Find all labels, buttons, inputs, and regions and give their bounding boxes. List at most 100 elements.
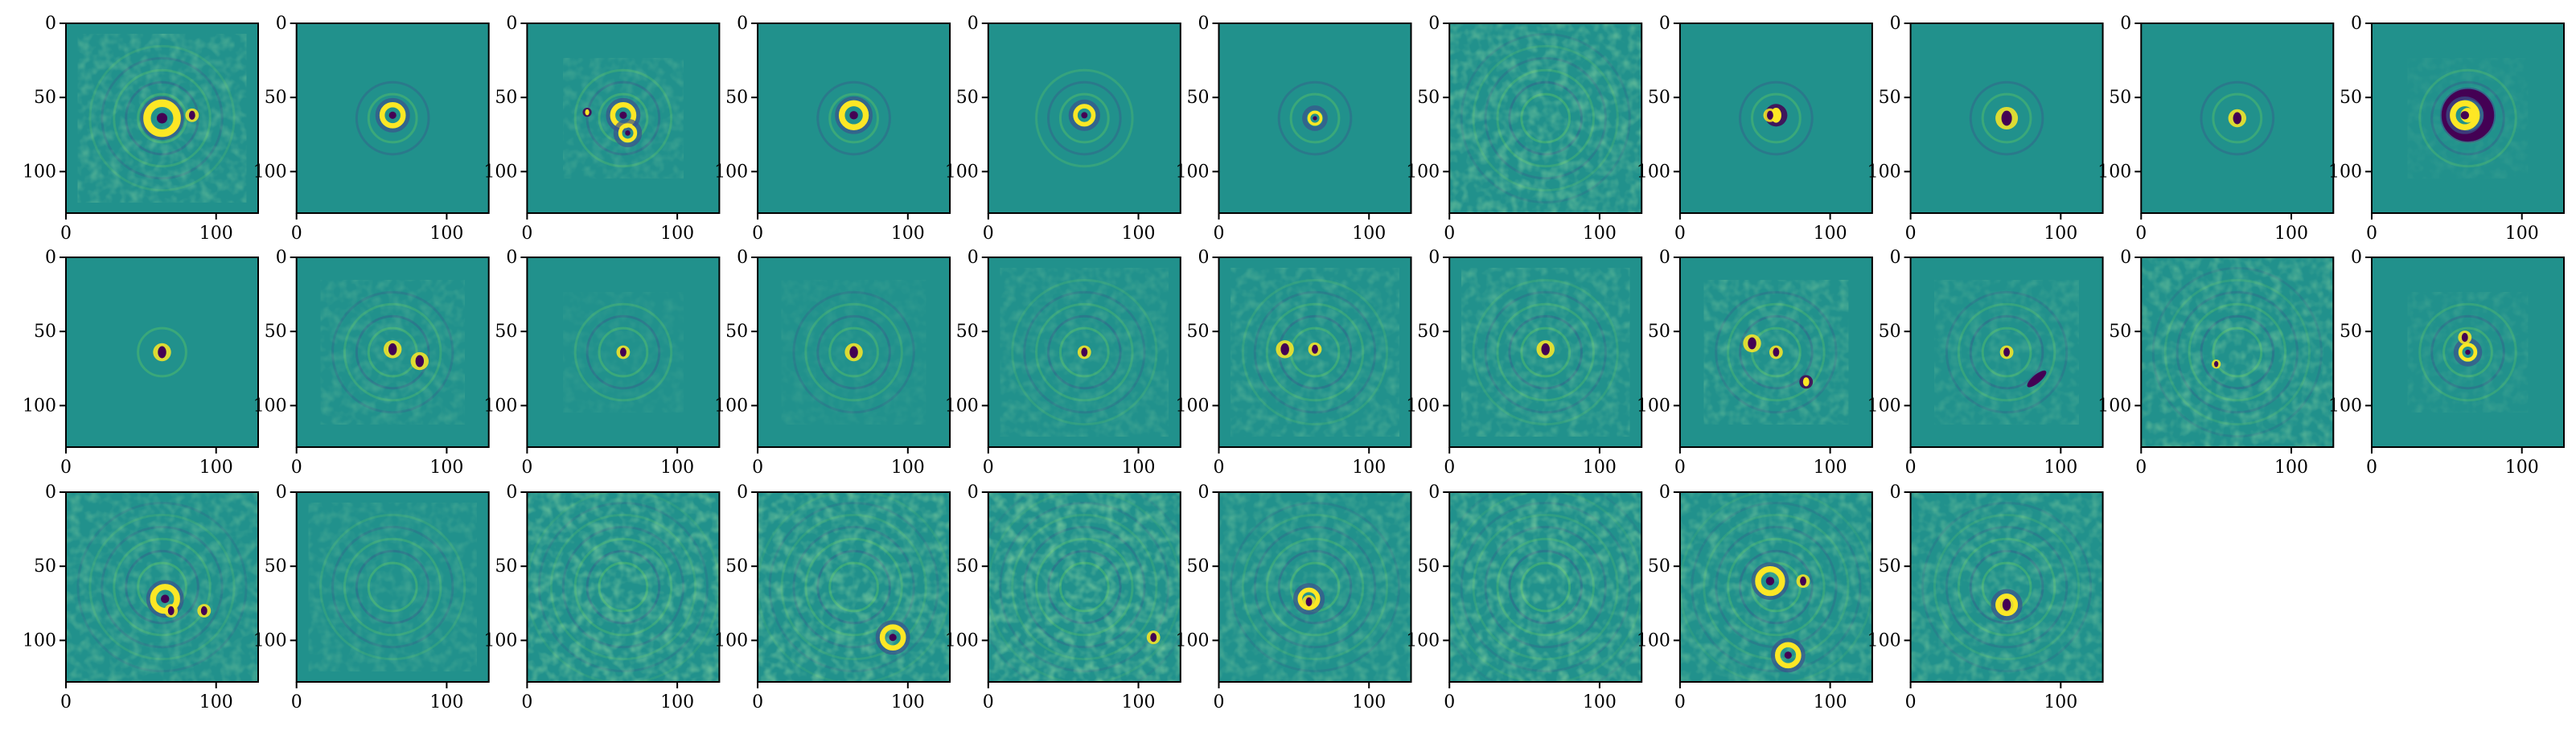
heatmap-panel: 0 50 100 0 100 bbox=[1406, 482, 1643, 712]
heatmap-panel: 0 50 100 0 100 bbox=[483, 14, 721, 244]
x-tick-label: 0 bbox=[1905, 692, 1917, 712]
diffraction-ring bbox=[1289, 92, 1341, 144]
x-tick-label: 100 bbox=[199, 692, 233, 712]
y-tick-label: 50 bbox=[956, 88, 979, 108]
x-tick-label: 0 bbox=[1214, 458, 1225, 478]
diffraction-ring bbox=[367, 92, 418, 144]
y-tick-label: 0 bbox=[737, 248, 748, 268]
feature-core bbox=[1081, 112, 1088, 119]
feature-ring bbox=[618, 123, 638, 143]
heatmap-panel: 0 50 100 0 100 bbox=[483, 248, 721, 478]
x-tick-label: 0 bbox=[2135, 458, 2147, 478]
panel-frame bbox=[65, 23, 259, 214]
heatmap-panel: 0 50 100 0 100 bbox=[23, 248, 259, 478]
x-tick-label: 0 bbox=[752, 224, 763, 244]
x-tick-label: 0 bbox=[1214, 224, 1225, 244]
feature-dot bbox=[1802, 377, 1810, 387]
y-tick-label: 50 bbox=[1417, 556, 1440, 577]
feature-halo bbox=[146, 580, 184, 618]
feature-ring bbox=[143, 99, 181, 138]
x-tick-label: 100 bbox=[660, 692, 694, 712]
panel-frame bbox=[1218, 491, 1412, 683]
x-tick-label: 100 bbox=[1583, 224, 1617, 244]
y-tick-label: 100 bbox=[1406, 630, 1440, 651]
y-tick-label: 0 bbox=[276, 14, 287, 34]
feature-dot bbox=[415, 355, 425, 367]
panel-frame bbox=[1678, 491, 1873, 683]
feature-halo bbox=[1302, 105, 1328, 131]
feature-dot bbox=[1280, 343, 1289, 355]
y-tick-label: 50 bbox=[495, 556, 517, 577]
feature-ring bbox=[1307, 110, 1323, 126]
feature-halo bbox=[613, 118, 643, 148]
y-tick-label: 100 bbox=[1406, 162, 1440, 182]
panel-frame bbox=[1909, 491, 2104, 683]
x-tick-label: 0 bbox=[60, 692, 72, 712]
y-tick-label: 50 bbox=[1417, 88, 1440, 108]
y-tick-label: 0 bbox=[1659, 14, 1670, 34]
feature-dot bbox=[619, 347, 627, 357]
feature-dot bbox=[1150, 633, 1157, 643]
feature-halo bbox=[375, 97, 410, 133]
y-tick-label: 100 bbox=[23, 396, 56, 416]
y-tick-label: 50 bbox=[725, 88, 748, 108]
heatmap-panel: 0 50 100 0 100 bbox=[2097, 14, 2335, 244]
feature-dot bbox=[200, 606, 207, 616]
feature-dot bbox=[1305, 597, 1313, 607]
y-tick-label: 100 bbox=[1637, 162, 1670, 182]
y-tick-label: 0 bbox=[968, 14, 979, 34]
feature-halo bbox=[1068, 99, 1100, 131]
y-tick-label: 50 bbox=[34, 322, 56, 342]
y-tick-label: 50 bbox=[265, 556, 287, 577]
x-tick-label: 100 bbox=[199, 458, 233, 478]
y-tick-label: 0 bbox=[1428, 482, 1440, 503]
x-tick-label: 100 bbox=[1814, 692, 1847, 712]
feature-halo bbox=[1292, 583, 1325, 615]
heatmap-panel: 0 50 100 0 100 bbox=[2328, 248, 2565, 478]
feature-ring bbox=[1755, 565, 1785, 597]
x-tick-label: 0 bbox=[60, 224, 72, 244]
heatmap-panel: 0 50 100 0 100 bbox=[945, 14, 1181, 244]
y-tick-label: 50 bbox=[725, 556, 748, 577]
panel-frame bbox=[1678, 257, 1873, 448]
feature-ring bbox=[879, 624, 906, 651]
feature-dot bbox=[158, 346, 166, 359]
feature-core bbox=[625, 130, 631, 136]
y-tick-label: 100 bbox=[1176, 162, 1210, 182]
panel-frame bbox=[2371, 23, 2565, 214]
speckle-noise bbox=[1449, 492, 1642, 682]
feature-dot bbox=[2233, 112, 2242, 125]
heatmap-panel: 0 50 100 0 100 bbox=[1867, 248, 2104, 478]
y-tick-label: 100 bbox=[1406, 396, 1440, 416]
y-tick-label: 0 bbox=[276, 248, 287, 268]
feature-core bbox=[1765, 577, 1775, 585]
speckle-noise bbox=[988, 492, 1181, 682]
y-tick-label: 100 bbox=[1637, 396, 1670, 416]
y-tick-label: 100 bbox=[2328, 162, 2362, 182]
x-tick-label: 0 bbox=[1674, 224, 1686, 244]
x-tick-label: 100 bbox=[2505, 458, 2539, 478]
heatmap-panel: 0 50 100 0 100 bbox=[2097, 248, 2335, 478]
speckle-noise bbox=[1910, 492, 2103, 682]
panel-frame bbox=[2140, 257, 2335, 448]
y-tick-label: 0 bbox=[1659, 248, 1670, 268]
y-tick-label: 50 bbox=[2109, 88, 2131, 108]
heatmap-panel: 0 50 100 0 100 bbox=[1867, 482, 2104, 712]
feature-core bbox=[889, 634, 897, 642]
diffraction-ring bbox=[137, 326, 187, 378]
y-tick-label: 0 bbox=[506, 482, 517, 503]
feature-dot bbox=[1312, 344, 1318, 354]
x-tick-label: 100 bbox=[429, 692, 463, 712]
y-tick-label: 50 bbox=[1187, 322, 1210, 342]
panel-frame bbox=[526, 257, 721, 448]
panel-frame bbox=[1909, 257, 2104, 448]
diffraction-ring bbox=[1751, 92, 1802, 144]
y-tick-label: 0 bbox=[737, 482, 748, 503]
heatmap-panel: 0 50 100 0 100 bbox=[1637, 482, 1873, 712]
x-tick-label: 100 bbox=[1352, 458, 1386, 478]
x-tick-label: 100 bbox=[1814, 458, 1847, 478]
y-tick-label: 0 bbox=[968, 248, 979, 268]
panel-frame bbox=[1909, 23, 2104, 214]
x-tick-label: 100 bbox=[2274, 224, 2308, 244]
